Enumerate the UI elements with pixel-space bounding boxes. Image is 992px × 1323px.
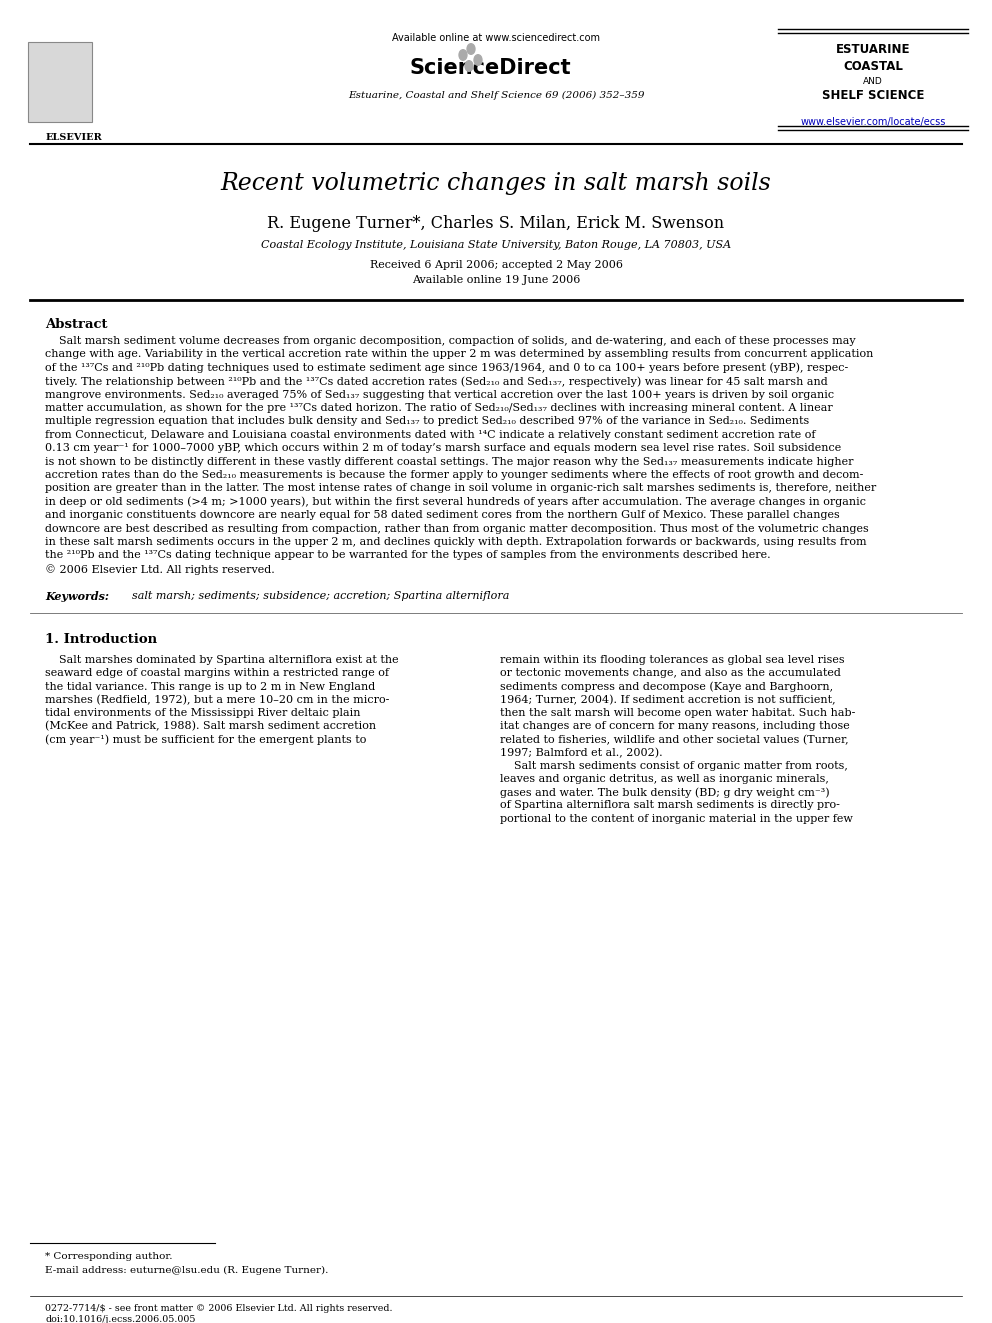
- Text: ScienceDirect: ScienceDirect: [409, 58, 570, 78]
- Text: Available online at www.sciencedirect.com: Available online at www.sciencedirect.co…: [392, 33, 600, 44]
- Text: is not shown to be distinctly different in these vastly different coastal settin: is not shown to be distinctly different …: [45, 456, 853, 467]
- Text: of the ¹³⁷Cs and ²¹⁰Pb dating techniques used to estimate sediment age since 196: of the ¹³⁷Cs and ²¹⁰Pb dating techniques…: [45, 363, 848, 373]
- Text: E-mail address: euturne@lsu.edu (R. Eugene Turner).: E-mail address: euturne@lsu.edu (R. Euge…: [45, 1266, 328, 1275]
- Text: related to fisheries, wildlife and other societal values (Turner,: related to fisheries, wildlife and other…: [500, 734, 848, 745]
- Text: (McKee and Patrick, 1988). Salt marsh sediment accretion: (McKee and Patrick, 1988). Salt marsh se…: [45, 721, 376, 732]
- Text: tively. The relationship between ²¹⁰Pb and the ¹³⁷Cs dated accretion rates (Sed₂: tively. The relationship between ²¹⁰Pb a…: [45, 376, 827, 386]
- Text: ELSEVIER: ELSEVIER: [46, 134, 102, 142]
- Text: Received 6 April 2006; accepted 2 May 2006: Received 6 April 2006; accepted 2 May 20…: [369, 261, 623, 270]
- Text: portional to the content of inorganic material in the upper few: portional to the content of inorganic ma…: [500, 814, 853, 824]
- Text: Estuarine, Coastal and Shelf Science 69 (2006) 352–359: Estuarine, Coastal and Shelf Science 69 …: [348, 91, 644, 101]
- Text: then the salt marsh will become open water habitat. Such hab-: then the salt marsh will become open wat…: [500, 708, 855, 718]
- Text: Abstract: Abstract: [45, 318, 107, 331]
- Text: 1997; Balmford et al., 2002).: 1997; Balmford et al., 2002).: [500, 747, 663, 758]
- Text: * Corresponding author.: * Corresponding author.: [45, 1252, 173, 1261]
- Circle shape: [465, 61, 473, 71]
- Text: and inorganic constituents downcore are nearly equal for 58 dated sediment cores: and inorganic constituents downcore are …: [45, 511, 840, 520]
- Circle shape: [459, 50, 467, 61]
- Text: in deep or old sediments (>4 m; >1000 years), but within the first several hundr: in deep or old sediments (>4 m; >1000 ye…: [45, 497, 866, 507]
- Text: Keywords:: Keywords:: [45, 591, 113, 602]
- Text: accretion rates than do the Sed₂₁₀ measurements is because the former apply to y: accretion rates than do the Sed₂₁₀ measu…: [45, 470, 863, 480]
- Text: Coastal Ecology Institute, Louisiana State University, Baton Rouge, LA 70803, US: Coastal Ecology Institute, Louisiana Sta…: [261, 239, 731, 250]
- Circle shape: [474, 54, 482, 65]
- Text: the ²¹⁰Pb and the ¹³⁷Cs dating technique appear to be warranted for the types of: the ²¹⁰Pb and the ¹³⁷Cs dating technique…: [45, 550, 771, 561]
- Circle shape: [467, 44, 475, 54]
- Text: © 2006 Elsevier Ltd. All rights reserved.: © 2006 Elsevier Ltd. All rights reserved…: [45, 564, 275, 574]
- Text: Available online 19 June 2006: Available online 19 June 2006: [412, 275, 580, 284]
- Text: Salt marsh sediment volume decreases from organic decomposition, compaction of s: Salt marsh sediment volume decreases fro…: [45, 336, 856, 347]
- Text: COASTAL: COASTAL: [843, 60, 903, 73]
- Text: itat changes are of concern for many reasons, including those: itat changes are of concern for many rea…: [500, 721, 850, 732]
- Text: R. Eugene Turner*, Charles S. Milan, Erick M. Swenson: R. Eugene Turner*, Charles S. Milan, Eri…: [268, 216, 724, 232]
- Text: marshes (Redfield, 1972), but a mere 10–20 cm in the micro-: marshes (Redfield, 1972), but a mere 10–…: [45, 695, 390, 705]
- Text: downcore are best described as resulting from compaction, rather than from organ: downcore are best described as resulting…: [45, 524, 869, 533]
- Text: 1. Introduction: 1. Introduction: [45, 634, 157, 646]
- Text: 0.13 cm year⁻¹ for 1000–7000 yBP, which occurs within 2 m of today’s marsh surfa: 0.13 cm year⁻¹ for 1000–7000 yBP, which …: [45, 443, 841, 454]
- Text: sediments compress and decompose (Kaye and Barghoorn,: sediments compress and decompose (Kaye a…: [500, 681, 833, 692]
- Text: mangrove environments. Sed₂₁₀ averaged 75% of Sed₁₃₇ suggesting that vertical ac: mangrove environments. Sed₂₁₀ averaged 7…: [45, 389, 834, 400]
- Text: Salt marsh sediments consist of organic matter from roots,: Salt marsh sediments consist of organic …: [500, 761, 848, 771]
- Text: Salt marshes dominated by Spartina alterniflora exist at the: Salt marshes dominated by Spartina alter…: [45, 655, 399, 665]
- Text: or tectonic movements change, and also as the accumulated: or tectonic movements change, and also a…: [500, 668, 841, 679]
- Text: in these salt marsh sediments occurs in the upper 2 m, and declines quickly with: in these salt marsh sediments occurs in …: [45, 537, 867, 546]
- Text: ESTUARINE: ESTUARINE: [835, 44, 911, 56]
- Text: position are greater than in the latter. The most intense rates of change in soi: position are greater than in the latter.…: [45, 483, 876, 493]
- Text: salt marsh; sediments; subsidence; accretion; Spartina alterniflora: salt marsh; sediments; subsidence; accre…: [132, 591, 509, 601]
- Text: change with age. Variability in the vertical accretion rate within the upper 2 m: change with age. Variability in the vert…: [45, 349, 873, 360]
- Text: SHELF SCIENCE: SHELF SCIENCE: [821, 89, 925, 102]
- Bar: [28, 42, 92, 122]
- Text: multiple regression equation that includes bulk density and Sed₁₃₇ to predict Se: multiple regression equation that includ…: [45, 417, 809, 426]
- Text: the tidal variance. This range is up to 2 m in New England: the tidal variance. This range is up to …: [45, 681, 375, 692]
- Text: of Spartina alterniflora salt marsh sediments is directly pro-: of Spartina alterniflora salt marsh sedi…: [500, 800, 840, 811]
- Text: from Connecticut, Delaware and Louisiana coastal environments dated with ¹⁴C ind: from Connecticut, Delaware and Louisiana…: [45, 430, 815, 439]
- Text: Recent volumetric changes in salt marsh soils: Recent volumetric changes in salt marsh …: [220, 172, 772, 194]
- Text: doi:10.1016/j.ecss.2006.05.005: doi:10.1016/j.ecss.2006.05.005: [45, 1315, 195, 1323]
- Text: tidal environments of the Mississippi River deltaic plain: tidal environments of the Mississippi Ri…: [45, 708, 360, 718]
- Text: AND: AND: [863, 77, 883, 86]
- Text: seaward edge of coastal margins within a restricted range of: seaward edge of coastal margins within a…: [45, 668, 389, 679]
- Text: matter accumulation, as shown for the pre ¹³⁷Cs dated horizon. The ratio of Sed₂: matter accumulation, as shown for the pr…: [45, 404, 832, 413]
- Text: leaves and organic detritus, as well as inorganic minerals,: leaves and organic detritus, as well as …: [500, 774, 829, 785]
- Text: gases and water. The bulk density (BD; g dry weight cm⁻³): gases and water. The bulk density (BD; g…: [500, 787, 829, 798]
- Text: 1964; Turner, 2004). If sediment accretion is not sufficient,: 1964; Turner, 2004). If sediment accreti…: [500, 695, 835, 705]
- Text: www.elsevier.com/locate/ecss: www.elsevier.com/locate/ecss: [801, 116, 945, 127]
- Text: 0272-7714/$ - see front matter © 2006 Elsevier Ltd. All rights reserved.: 0272-7714/$ - see front matter © 2006 El…: [45, 1304, 393, 1312]
- Text: remain within its flooding tolerances as global sea level rises: remain within its flooding tolerances as…: [500, 655, 844, 665]
- Text: (cm year⁻¹) must be sufficient for the emergent plants to: (cm year⁻¹) must be sufficient for the e…: [45, 734, 366, 745]
